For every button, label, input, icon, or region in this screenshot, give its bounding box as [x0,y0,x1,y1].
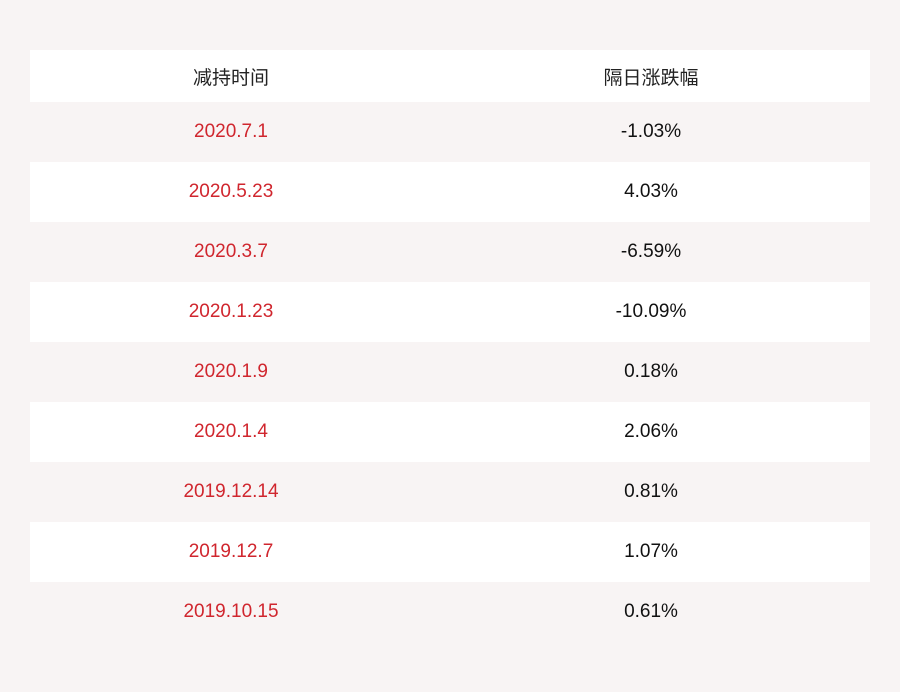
date-cell: 2020.7.1 [194,121,268,142]
change-cell: 0.18% [624,361,678,382]
change-cell: 4.03% [624,181,678,202]
change-cell: -10.09% [615,301,687,322]
table-row: 2019.10.15 0.61% [30,582,870,642]
date-cell: 2020.1.9 [194,361,268,382]
change-cell: -1.03% [620,121,682,142]
date-cell: 2019.10.15 [183,601,279,622]
table-row: 2020.3.7 -6.59% [30,222,870,282]
date-cell: 2019.12.7 [188,541,274,562]
change-cell: -6.59% [620,241,682,262]
header-cell: 隔日涨跌幅 [603,67,699,89]
date-cell: 2020.5.23 [188,181,274,202]
date-cell: 2020.1.4 [194,421,268,442]
change-cell: 2.06% [624,421,678,442]
table-row: 2019.12.14 0.81% [30,462,870,522]
table-row: 2020.1.4 2.06% [30,402,870,462]
table-row: 2020.1.23 -10.09% [30,282,870,342]
table-row: 2019.12.7 1.07% [30,522,870,582]
date-cell: 2019.12.14 [183,481,279,502]
change-cell: 0.61% [624,601,678,622]
date-cell: 2020.3.7 [194,241,268,262]
header-row: 减持时间 隔日涨跌幅 [30,50,870,102]
table-row: 2020.1.9 0.18% [30,342,870,402]
table-row: 2020.5.23 4.03% [30,162,870,222]
change-cell: 1.07% [624,541,678,562]
date-cell: 2020.1.23 [188,301,274,322]
table-row: 2020.7.1 -1.03% [30,102,870,162]
table: 减持时间 隔日涨跌幅 2020.7.1 -1.03% 2020.5.23 4.03% 2… [30,50,870,642]
change-cell: 0.81% [624,481,678,502]
header-cell: 减持时间 [192,67,269,89]
